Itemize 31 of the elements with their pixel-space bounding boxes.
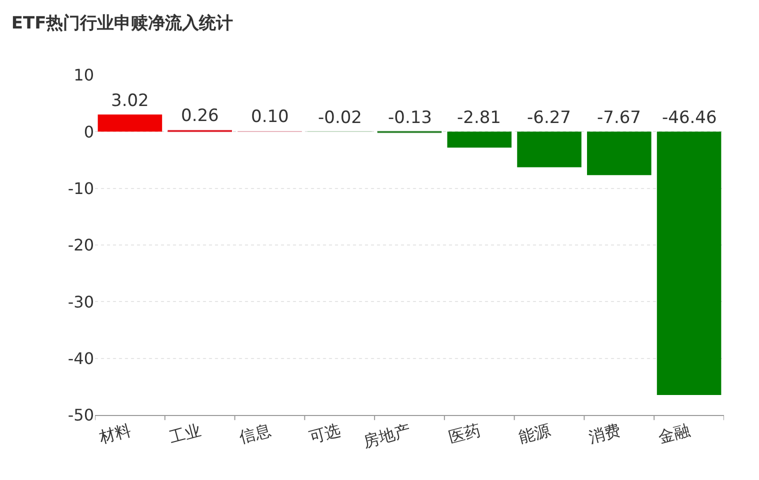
y-tick-label: -40 bbox=[68, 348, 94, 368]
data-label: -2.81 bbox=[457, 108, 501, 128]
bar bbox=[517, 132, 582, 168]
bar bbox=[447, 132, 512, 148]
y-tick-label: 10 bbox=[74, 66, 94, 85]
data-label: 0.10 bbox=[251, 107, 289, 127]
bar bbox=[656, 132, 722, 395]
data-label: -7.67 bbox=[597, 108, 641, 128]
x-tick-label: 金融 bbox=[656, 420, 692, 448]
x-tick-label: 可选 bbox=[306, 420, 343, 448]
y-tick-label: -30 bbox=[68, 292, 94, 312]
x-tick-label: 房地产 bbox=[361, 420, 413, 452]
x-tick-label: 能源 bbox=[516, 420, 552, 448]
y-tick-label: -20 bbox=[68, 236, 94, 255]
x-tick-label: 医药 bbox=[446, 420, 482, 448]
x-tick-label: 材料 bbox=[96, 420, 134, 448]
bar bbox=[98, 114, 162, 132]
x-tick-label: 消费 bbox=[586, 420, 622, 448]
y-tick-label: 0 bbox=[84, 122, 94, 142]
data-label: -0.02 bbox=[318, 108, 362, 128]
data-label: -0.13 bbox=[388, 108, 432, 128]
chart-title: ETF热门行业申赎净流入统计 bbox=[11, 14, 234, 34]
data-label: 3.02 bbox=[111, 91, 149, 111]
y-tick-label: -50 bbox=[68, 406, 94, 425]
data-label: -46.46 bbox=[662, 108, 717, 128]
x-tick-label: 工业 bbox=[167, 420, 203, 448]
y-tick-label: -10 bbox=[68, 178, 94, 198]
x-tick-label: 信息 bbox=[237, 420, 273, 448]
bar bbox=[587, 132, 652, 176]
data-label: 0.26 bbox=[181, 106, 219, 126]
data-label: -6.27 bbox=[527, 108, 571, 128]
